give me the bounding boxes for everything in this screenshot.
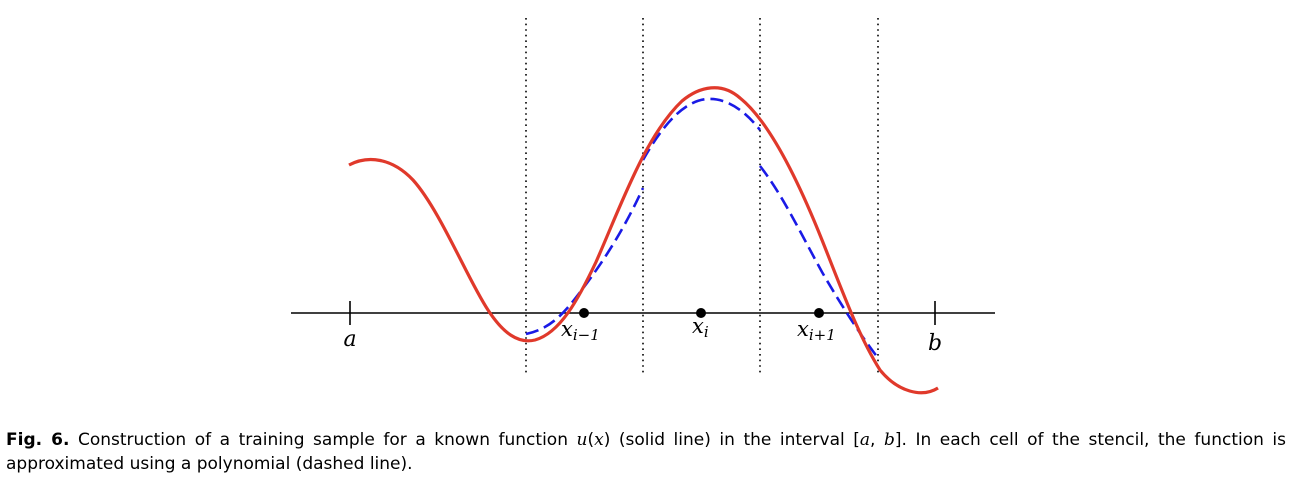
node-x-next — [814, 308, 824, 318]
caption-text-1: Construction of a training sample for a … — [69, 430, 577, 450]
label-b: b — [928, 331, 942, 356]
caption-a: a — [859, 430, 871, 450]
label-x-mid-base: x — [692, 314, 704, 338]
node-x-mid — [696, 308, 706, 318]
caption-text-3: ) (solid line) in the interval [ — [603, 430, 860, 450]
label-x-mid: xi — [692, 314, 709, 341]
label-x-next: xi+1 — [797, 317, 836, 344]
stencil-diagram: a b xi−1 xi xi+1 — [291, 18, 995, 395]
label-x-next-sub: i+1 — [809, 326, 836, 344]
label-x-mid-sub: i — [704, 323, 709, 341]
caption-b: b — [883, 430, 895, 450]
caption-text-2: ( — [587, 430, 595, 450]
figure-caption: Fig. 6. Construction of a training sampl… — [6, 428, 1286, 476]
node-x-prev — [579, 308, 589, 318]
figure: a b xi−1 xi xi+1 — [291, 18, 995, 395]
label-x-prev: xi−1 — [561, 317, 600, 344]
label-x-prev-sub: i−1 — [573, 326, 600, 344]
known-function-curve — [348, 86, 939, 395]
label-a: a — [343, 327, 356, 352]
caption-label: Fig. 6. — [6, 430, 70, 450]
caption-x: x — [594, 430, 604, 450]
label-x-next-base: x — [797, 317, 809, 341]
caption-u: u — [576, 430, 588, 450]
cell-boundaries — [525, 18, 879, 375]
caption-text-5: ]. In each cell of the stencil, the func… — [6, 430, 1287, 474]
caption-text-4: , — [870, 430, 884, 450]
label-x-prev-base: x — [561, 317, 573, 341]
